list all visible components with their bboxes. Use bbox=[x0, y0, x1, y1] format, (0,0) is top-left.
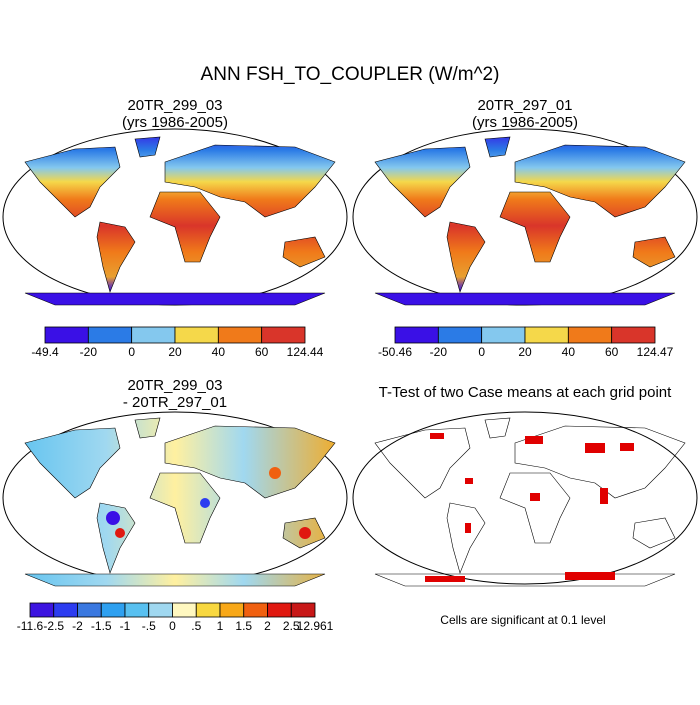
main-title: ANN FSH_TO_COUPLER (W/m^2) bbox=[201, 64, 500, 85]
panel: T-Test of two Case means at each grid po… bbox=[352, 384, 698, 627]
panel: 20TR_299_03 - 20TR_297_01 bbox=[2, 377, 348, 587]
colorbar-label: -20 bbox=[430, 345, 448, 359]
colorbar-box bbox=[124, 602, 150, 618]
colorbar-box bbox=[567, 326, 613, 344]
panel-subtitle: - 20TR_297_01 bbox=[123, 394, 227, 411]
colorbar-label: 124.44 bbox=[287, 345, 324, 359]
colorbar-label: .5 bbox=[191, 619, 201, 633]
panel: 20TR_299_03 (yrs 1986-2005) bbox=[2, 97, 348, 306]
colorbar-label: 1.5 bbox=[235, 619, 252, 633]
colorbar-label: 0 bbox=[478, 345, 485, 359]
colorbar-label: 2 bbox=[264, 619, 271, 633]
colorbar-label: -1 bbox=[120, 619, 131, 633]
map bbox=[2, 128, 348, 306]
colorbar-box bbox=[148, 602, 173, 618]
colorbar-label: -2 bbox=[72, 619, 83, 633]
panel-title: 20TR_299_03 bbox=[127, 377, 222, 394]
panel-title: 20TR_297_01 bbox=[477, 97, 572, 114]
map bbox=[2, 411, 348, 587]
panel-title: T-Test of two Case means at each grid po… bbox=[379, 384, 672, 401]
colorbar-label: -50.46 bbox=[378, 345, 412, 359]
colorbar-label: 60 bbox=[605, 345, 619, 359]
colorbar-label: -20 bbox=[80, 345, 98, 359]
colorbar-box bbox=[261, 326, 306, 344]
colorbar-box bbox=[29, 602, 55, 618]
colorbar-box bbox=[611, 326, 656, 344]
colorbar-label: -1.5 bbox=[91, 619, 112, 633]
colorbar-box bbox=[394, 326, 439, 344]
panel-subtitle: (yrs 1986-2005) bbox=[122, 114, 228, 131]
colorbar-box bbox=[243, 602, 268, 618]
colorbar-label: 0 bbox=[169, 619, 176, 633]
colorbar-box bbox=[524, 326, 569, 344]
colorbar-box bbox=[174, 326, 219, 344]
colorbar-label: 20 bbox=[518, 345, 532, 359]
colorbar-box bbox=[172, 602, 197, 618]
map bbox=[352, 411, 698, 587]
colorbar-label: -11.6 bbox=[17, 619, 44, 633]
colorbar-box bbox=[195, 602, 221, 618]
colorbar-box bbox=[87, 326, 133, 344]
colorbar-label: 2.5 bbox=[283, 619, 300, 633]
colorbar-box bbox=[267, 602, 292, 618]
colorbar-label: 12.961 bbox=[297, 619, 334, 633]
colorbar: -49.4 -20 0 20 40 60 124.44 bbox=[31, 326, 324, 359]
colorbar-box bbox=[44, 326, 89, 344]
map bbox=[352, 128, 698, 306]
colorbar: -11.6 -2.5 -2 -1.5 -1 -.5 0 .5 1 1.5 2 2.512.961 bbox=[17, 602, 334, 633]
colorbar-label: 40 bbox=[562, 345, 576, 359]
footnote: Cells are significant at 0.1 level bbox=[440, 613, 605, 627]
colorbar-box bbox=[100, 602, 126, 618]
colorbar-label: 0 bbox=[128, 345, 135, 359]
colorbar-label: 60 bbox=[255, 345, 269, 359]
colorbar-box bbox=[77, 602, 102, 618]
colorbar-label: -.5 bbox=[142, 619, 156, 633]
panel: 20TR_297_01 (yrs 1986-2005) bbox=[352, 97, 698, 306]
colorbar-box bbox=[219, 602, 245, 618]
colorbar-box bbox=[217, 326, 263, 344]
panel-subtitle: (yrs 1986-2005) bbox=[472, 114, 578, 131]
colorbar-box bbox=[131, 326, 176, 344]
colorbar-box bbox=[53, 602, 78, 618]
colorbar-label: -49.4 bbox=[31, 345, 59, 359]
colorbar-label: 124.47 bbox=[637, 345, 674, 359]
colorbar-label: -2.5 bbox=[43, 619, 64, 633]
colorbar-label: 1 bbox=[217, 619, 224, 633]
colorbar-box bbox=[290, 602, 316, 618]
colorbar-label: 20 bbox=[168, 345, 182, 359]
colorbar-box bbox=[481, 326, 526, 344]
colorbar: -50.46 -20 0 20 40 60 124.47 bbox=[378, 326, 674, 359]
colorbar-box bbox=[437, 326, 483, 344]
panel-title: 20TR_299_03 bbox=[127, 97, 222, 114]
colorbar-label: 40 bbox=[212, 345, 226, 359]
